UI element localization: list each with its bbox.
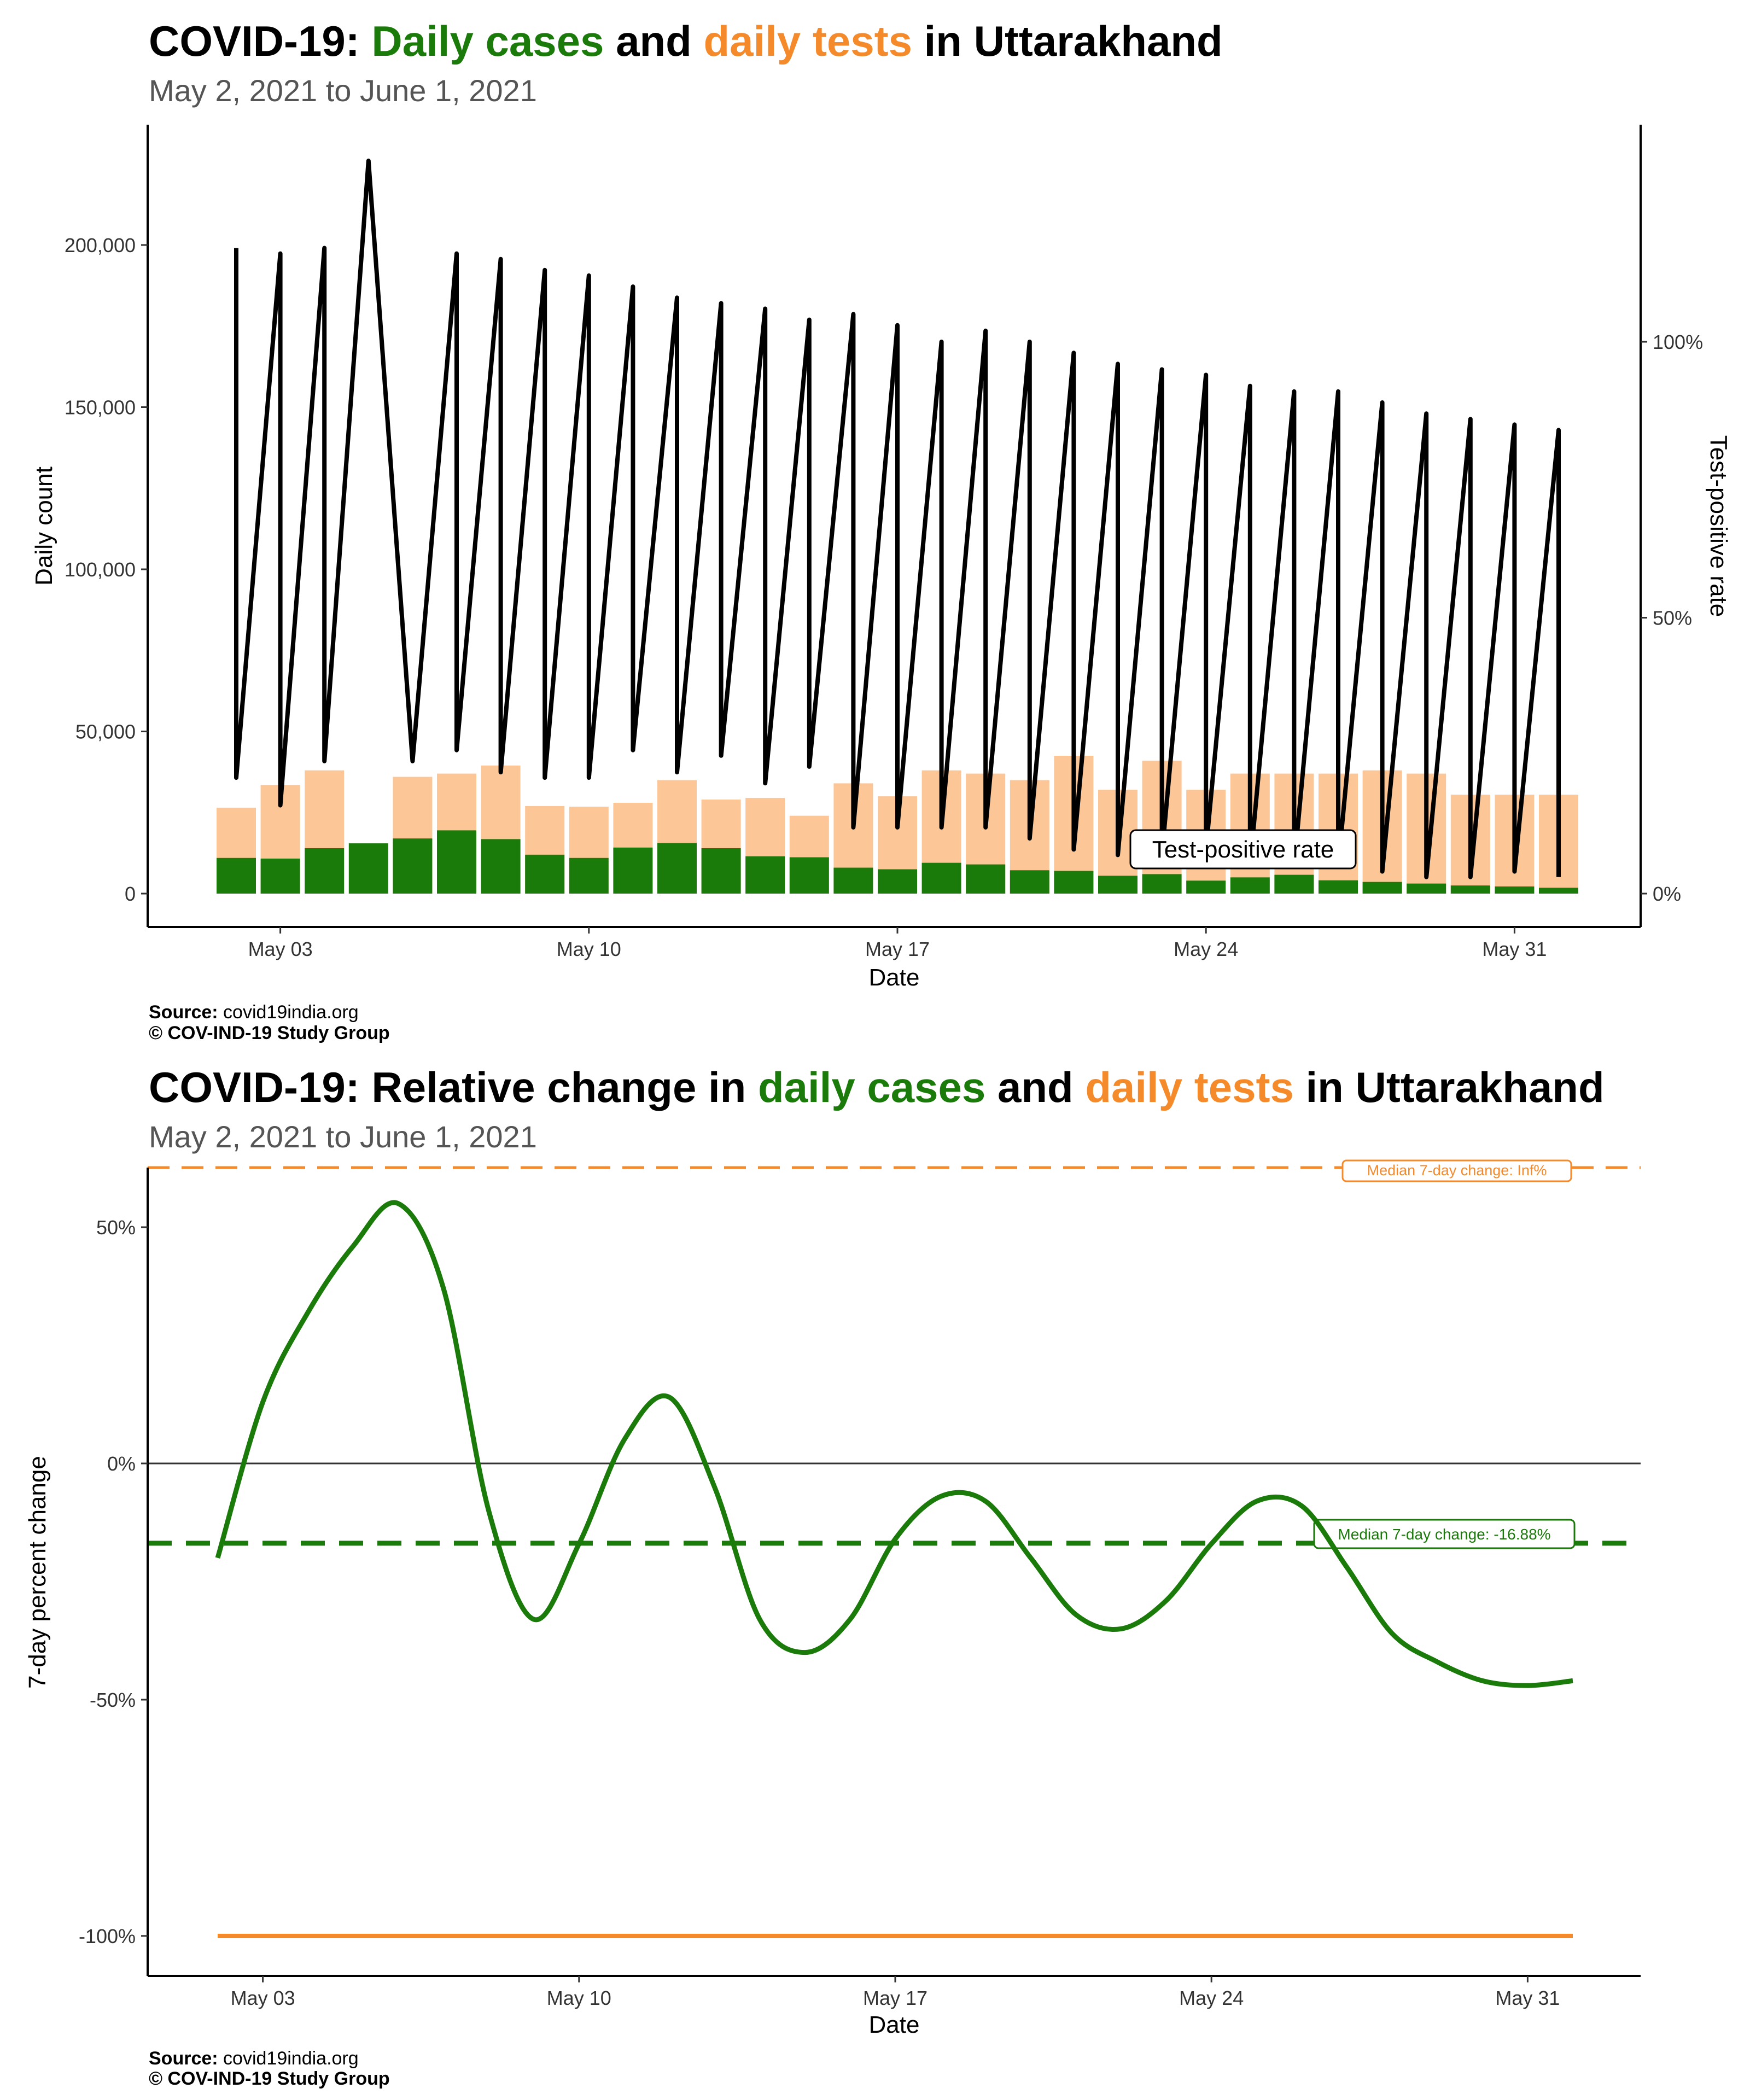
panel1-ylabel-right: Test-positive rate <box>1705 435 1732 617</box>
cases-change-line <box>215 1200 1573 1688</box>
median-tests-label-box: Median 7-day change: Inf% <box>1341 1159 1572 1182</box>
y-tick-label-right: 100% <box>1653 331 1703 353</box>
cases-bar <box>878 869 917 894</box>
panel1-title: COVID-19: Daily cases and daily tests in… <box>149 17 1223 65</box>
x-tick-label: May 10 <box>557 938 621 960</box>
cases-bar <box>1495 886 1535 894</box>
panel2-ylabel: 7-day percent change <box>24 1456 51 1689</box>
cases-bar <box>348 843 388 894</box>
cases-bar <box>1010 870 1049 894</box>
cases-bar <box>613 847 653 894</box>
x-tick-label: May 17 <box>865 938 930 960</box>
y-tick-label: 0% <box>107 1452 136 1475</box>
cases-bar <box>833 867 873 894</box>
panel2-y-ticks: -100% -50% 0% 50% <box>79 1216 148 1947</box>
panel2-x-ticks: May 03 May 10 May 17 May 24 May 31 <box>231 1976 1560 2009</box>
x-tick-label: May 03 <box>248 938 313 960</box>
cases-bar <box>525 854 565 894</box>
y-tick-label: 100,000 <box>65 558 136 581</box>
panel2-subtitle: May 2, 2021 to June 1, 2021 <box>149 1119 537 1154</box>
y-tick-label: -50% <box>90 1689 136 1711</box>
median-cases-label: Median 7-day change: -16.88% <box>1338 1526 1550 1543</box>
cases-bar <box>481 839 521 894</box>
cases-bar <box>789 857 829 894</box>
cases-bar <box>1274 874 1314 894</box>
cases-bar <box>966 864 1006 894</box>
panel1-x-ticks: May 03 May 10 May 17 May 24 May 31 <box>248 927 1547 960</box>
y-tick-label-right: 0% <box>1653 883 1681 905</box>
cases-bar <box>569 858 609 894</box>
cases-bar <box>260 858 300 894</box>
cases-bar <box>701 848 741 894</box>
panel1-xlabel: Date <box>869 964 920 991</box>
panel2-xlabel: Date <box>869 2011 920 2038</box>
panel1-source: Source: covid19india.org <box>149 1002 359 1023</box>
y-tick-label: 200,000 <box>65 234 136 256</box>
y-tick-label: 50,000 <box>75 721 136 743</box>
panel2-copyright: © COV-IND-19 Study Group <box>149 2068 390 2089</box>
cases-bar <box>1230 877 1270 894</box>
panel1-ylabel: Daily count <box>31 466 57 586</box>
y-tick-label: 50% <box>96 1216 136 1239</box>
y-tick-label: 0 <box>125 883 136 905</box>
x-tick-label: May 31 <box>1495 1987 1560 2009</box>
cases-bar <box>1098 876 1138 894</box>
cases-bar <box>1054 871 1094 894</box>
panel1-copyright: © COV-IND-19 Study Group <box>149 1023 390 1043</box>
median-tests-label: Median 7-day change: Inf% <box>1367 1162 1547 1179</box>
cases-bar <box>1362 882 1402 894</box>
x-tick-label: May 03 <box>231 1987 295 2009</box>
cases-bar <box>921 862 961 894</box>
panel1-subtitle: May 2, 2021 to June 1, 2021 <box>149 73 537 108</box>
x-tick-label: May 24 <box>1179 1987 1244 2009</box>
cases-bar <box>1319 880 1358 894</box>
cases-bar <box>437 830 476 894</box>
panel2-lines <box>215 1200 1573 1938</box>
cases-bar <box>1142 874 1182 894</box>
cases-bar <box>217 858 256 894</box>
cases-bar <box>1407 883 1446 894</box>
cases-bar <box>1539 888 1578 894</box>
panel1-y-ticks-right: 0% 50% 100% <box>1641 331 1703 905</box>
x-tick-label: May 17 <box>863 1987 928 2009</box>
cases-bar <box>745 856 785 894</box>
y-tick-label-right: 50% <box>1653 607 1692 629</box>
x-tick-label: May 10 <box>547 1987 611 2009</box>
panel1-y-ticks: 0 50,000 100,000 150,000 200,000 <box>65 234 148 905</box>
cases-bar <box>657 843 697 894</box>
median-cases-label-box: Median 7-day change: -16.88% <box>1313 1519 1576 1549</box>
cases-bar <box>305 848 345 894</box>
y-tick-label: -100% <box>79 1925 136 1947</box>
y-tick-label: 150,000 <box>65 396 136 419</box>
cases-bar <box>1186 880 1226 894</box>
x-tick-label: May 24 <box>1174 938 1238 960</box>
cases-bar <box>393 838 433 894</box>
tpr-label-box: Test-positive rate <box>1129 829 1357 870</box>
cases-bar <box>1450 885 1490 894</box>
panel1-tpr-line <box>234 159 1561 879</box>
panel2-source: Source: covid19india.org <box>149 2048 359 2069</box>
tpr-line <box>234 159 1561 879</box>
tpr-label: Test-positive rate <box>1152 836 1334 863</box>
panel2-title: COVID-19: Relative change in daily cases… <box>149 1063 1605 1111</box>
x-tick-label: May 31 <box>1482 938 1547 960</box>
